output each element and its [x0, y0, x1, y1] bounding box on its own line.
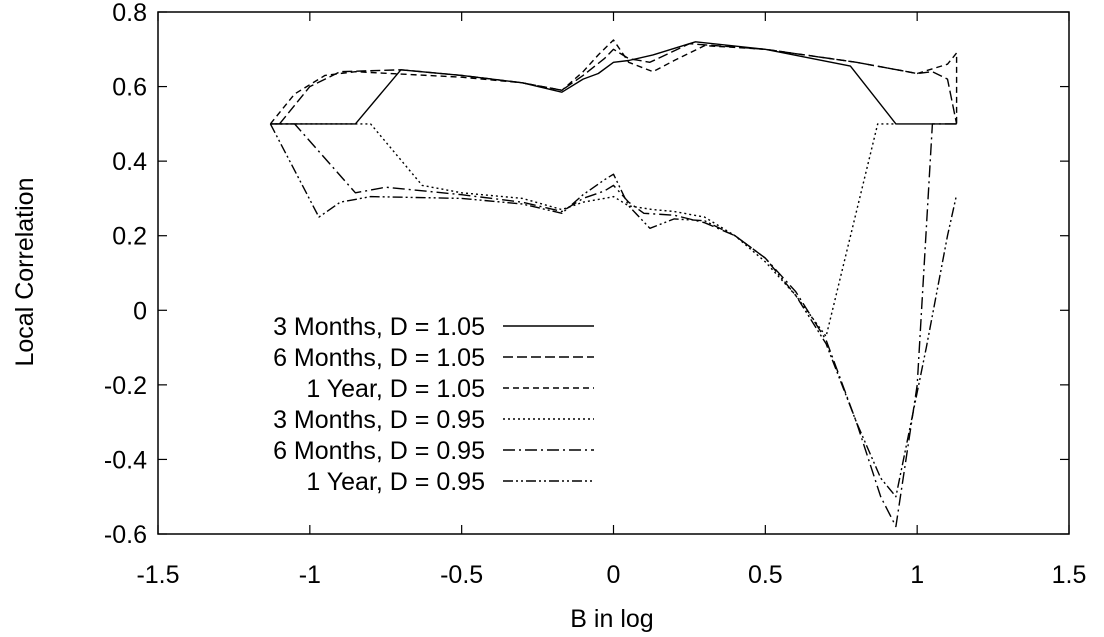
- series-line-6: [269, 123, 958, 498]
- x-tick-label: 1: [910, 561, 924, 589]
- x-axis-ticks: -1.5 -1 -0.5 0 0.5 1 1.5: [136, 12, 1086, 589]
- y-tick-label: 0.2: [112, 223, 147, 251]
- legend-label: 3 Months, D = 1.05: [273, 313, 485, 341]
- y-tick-label: -0.4: [104, 446, 147, 474]
- y-axis-title: Local Correlation: [11, 178, 39, 367]
- series-layer: [269, 39, 958, 528]
- legend-label: 6 Months, D = 1.05: [273, 344, 485, 372]
- x-tick-label: -1.5: [136, 561, 179, 589]
- y-tick-label: 0.6: [112, 74, 147, 102]
- series-line-3: [269, 39, 958, 125]
- x-axis-title: B in log: [570, 605, 653, 633]
- y-tick-label: 0: [133, 297, 147, 325]
- legend-label: 1 Year, D = 0.95: [306, 468, 485, 496]
- series-line-5: [270, 123, 957, 528]
- series-line-4: [270, 123, 896, 338]
- legend-label: 1 Year, D = 1.05: [306, 375, 485, 403]
- y-tick-label: -0.6: [104, 521, 147, 549]
- x-tick-label: 1.5: [1052, 561, 1087, 589]
- legend-label: 6 Months, D = 0.95: [273, 437, 485, 465]
- y-tick-label: -0.2: [104, 372, 147, 400]
- x-tick-label: -1: [299, 561, 321, 589]
- x-tick-label: 0: [607, 561, 621, 589]
- y-tick-label: 0.4: [112, 148, 147, 176]
- legend-label: 3 Months, D = 0.95: [273, 406, 485, 434]
- y-tick-label: 0.8: [112, 0, 147, 27]
- x-tick-label: 0.5: [748, 561, 783, 589]
- x-tick-label: -0.5: [440, 561, 483, 589]
- series-line-2: [278, 43, 958, 125]
- legend: 3 Months, D = 1.05 6 Months, D = 1.05 1 Ye…: [273, 313, 594, 496]
- y-axis-ticks: -0.6 -0.4 -0.2 0 0.2 0.4 0.6 0.8: [104, 0, 1069, 549]
